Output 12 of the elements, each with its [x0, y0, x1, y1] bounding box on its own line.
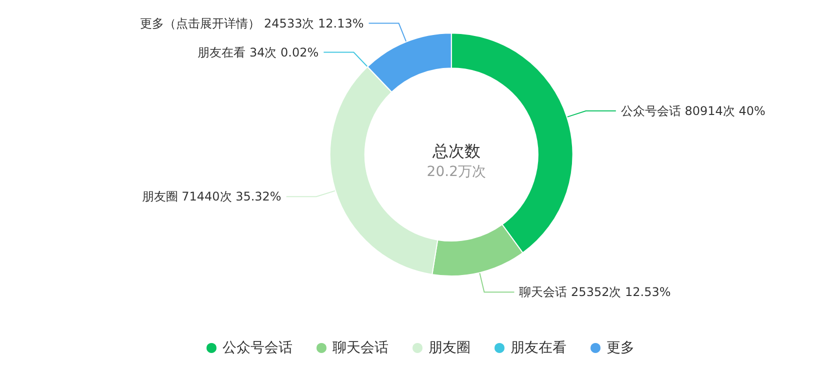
data-label: 朋友在看 34次 0.02% — [198, 45, 319, 60]
legend-label: 聊天会话 — [332, 340, 388, 356]
legend-label: 更多 — [606, 340, 634, 356]
data-label: 聊天会话 25352次 12.53% — [519, 285, 671, 300]
data-label: 朋友圈 71440次 35.32% — [142, 190, 282, 204]
legend-label: 朋友圈 — [428, 340, 470, 356]
text: 总次数 — [431, 142, 480, 160]
data-label: 公众号会话 80914次 40% — [620, 104, 766, 118]
legend-label: 朋友在看 — [510, 340, 566, 356]
text: 20.2万次 — [426, 164, 486, 180]
data-label: 更多（点击展开详情） 24533次 12.13% — [140, 16, 364, 30]
legend-label: 公众号会话 — [222, 340, 292, 356]
